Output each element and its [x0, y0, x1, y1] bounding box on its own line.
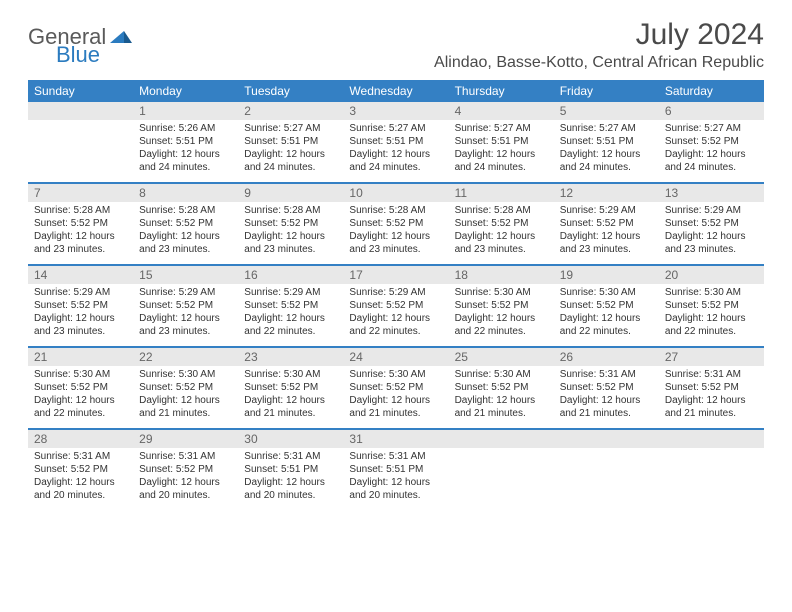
day-number-row: 78910111213	[28, 184, 764, 202]
day-detail-cell: Sunrise: 5:30 AMSunset: 5:52 PMDaylight:…	[133, 366, 238, 429]
day-detail-cell: Sunrise: 5:31 AMSunset: 5:51 PMDaylight:…	[343, 448, 448, 510]
day-number-row: 123456	[28, 102, 764, 120]
day-detail-cell: Sunrise: 5:29 AMSunset: 5:52 PMDaylight:…	[659, 202, 764, 265]
day-detail-cell: Sunrise: 5:30 AMSunset: 5:52 PMDaylight:…	[554, 284, 659, 347]
day-detail-row: Sunrise: 5:28 AMSunset: 5:52 PMDaylight:…	[28, 202, 764, 265]
day-detail-cell: Sunrise: 5:28 AMSunset: 5:52 PMDaylight:…	[133, 202, 238, 265]
day-detail-row: Sunrise: 5:29 AMSunset: 5:52 PMDaylight:…	[28, 284, 764, 347]
day-detail-cell: Sunrise: 5:30 AMSunset: 5:52 PMDaylight:…	[28, 366, 133, 429]
day-detail-row: Sunrise: 5:30 AMSunset: 5:52 PMDaylight:…	[28, 366, 764, 429]
day-number-cell: 21	[28, 348, 133, 366]
weekday-header-row: Sunday Monday Tuesday Wednesday Thursday…	[28, 80, 764, 102]
day-detail-cell: Sunrise: 5:29 AMSunset: 5:52 PMDaylight:…	[554, 202, 659, 265]
day-number-row: 14151617181920	[28, 266, 764, 284]
day-detail-cell: Sunrise: 5:30 AMSunset: 5:52 PMDaylight:…	[343, 366, 448, 429]
day-number-cell: 31	[343, 430, 448, 448]
weekday-header: Friday	[554, 80, 659, 102]
day-detail-cell: Sunrise: 5:28 AMSunset: 5:52 PMDaylight:…	[449, 202, 554, 265]
day-number-cell: 15	[133, 266, 238, 284]
day-number-cell: 18	[449, 266, 554, 284]
day-number-cell	[28, 102, 133, 120]
day-number-cell: 9	[238, 184, 343, 202]
day-detail-cell: Sunrise: 5:30 AMSunset: 5:52 PMDaylight:…	[238, 366, 343, 429]
day-detail-cell: Sunrise: 5:28 AMSunset: 5:52 PMDaylight:…	[343, 202, 448, 265]
day-detail-cell	[449, 448, 554, 510]
weekday-header: Tuesday	[238, 80, 343, 102]
day-number-cell: 10	[343, 184, 448, 202]
day-number-cell: 2	[238, 102, 343, 120]
day-detail-cell: Sunrise: 5:27 AMSunset: 5:51 PMDaylight:…	[343, 120, 448, 183]
day-detail-cell: Sunrise: 5:27 AMSunset: 5:52 PMDaylight:…	[659, 120, 764, 183]
day-number-cell: 13	[659, 184, 764, 202]
day-number-cell: 30	[238, 430, 343, 448]
day-number-cell: 6	[659, 102, 764, 120]
weekday-header: Saturday	[659, 80, 764, 102]
month-title: July 2024	[434, 18, 764, 52]
day-number-cell: 22	[133, 348, 238, 366]
day-detail-cell	[28, 120, 133, 183]
day-detail-row: Sunrise: 5:26 AMSunset: 5:51 PMDaylight:…	[28, 120, 764, 183]
day-number-cell: 17	[343, 266, 448, 284]
location: Alindao, Basse-Kotto, Central African Re…	[434, 54, 764, 72]
day-number-cell: 26	[554, 348, 659, 366]
day-detail-cell: Sunrise: 5:30 AMSunset: 5:52 PMDaylight:…	[449, 366, 554, 429]
day-detail-cell	[554, 448, 659, 510]
day-number-cell: 19	[554, 266, 659, 284]
day-number-cell: 24	[343, 348, 448, 366]
day-number-cell: 11	[449, 184, 554, 202]
day-number-cell: 20	[659, 266, 764, 284]
day-number-cell: 14	[28, 266, 133, 284]
weekday-header: Wednesday	[343, 80, 448, 102]
day-detail-cell: Sunrise: 5:27 AMSunset: 5:51 PMDaylight:…	[554, 120, 659, 183]
day-number-cell: 28	[28, 430, 133, 448]
day-number-cell: 29	[133, 430, 238, 448]
day-detail-row: Sunrise: 5:31 AMSunset: 5:52 PMDaylight:…	[28, 448, 764, 510]
day-number-cell: 23	[238, 348, 343, 366]
day-number-cell: 25	[449, 348, 554, 366]
day-detail-cell	[659, 448, 764, 510]
header: General July 2024 Alindao, Basse-Kotto, …	[28, 18, 764, 72]
day-detail-cell: Sunrise: 5:27 AMSunset: 5:51 PMDaylight:…	[449, 120, 554, 183]
day-detail-cell: Sunrise: 5:31 AMSunset: 5:52 PMDaylight:…	[28, 448, 133, 510]
day-number-row: 28293031	[28, 430, 764, 448]
logo-text-2: Blue	[56, 42, 100, 67]
day-detail-cell: Sunrise: 5:28 AMSunset: 5:52 PMDaylight:…	[28, 202, 133, 265]
weekday-header: Sunday	[28, 80, 133, 102]
day-number-cell: 16	[238, 266, 343, 284]
day-detail-cell: Sunrise: 5:31 AMSunset: 5:51 PMDaylight:…	[238, 448, 343, 510]
day-detail-cell: Sunrise: 5:29 AMSunset: 5:52 PMDaylight:…	[133, 284, 238, 347]
day-number-cell	[659, 430, 764, 448]
day-number-cell	[449, 430, 554, 448]
day-detail-cell: Sunrise: 5:27 AMSunset: 5:51 PMDaylight:…	[238, 120, 343, 183]
logo-line2: Blue	[28, 42, 100, 68]
day-number-cell: 7	[28, 184, 133, 202]
weekday-header: Thursday	[449, 80, 554, 102]
title-block: July 2024 Alindao, Basse-Kotto, Central …	[434, 18, 764, 72]
day-detail-cell: Sunrise: 5:26 AMSunset: 5:51 PMDaylight:…	[133, 120, 238, 183]
day-number-cell: 5	[554, 102, 659, 120]
day-number-cell	[554, 430, 659, 448]
day-detail-cell: Sunrise: 5:29 AMSunset: 5:52 PMDaylight:…	[238, 284, 343, 347]
day-detail-cell: Sunrise: 5:31 AMSunset: 5:52 PMDaylight:…	[554, 366, 659, 429]
day-detail-cell: Sunrise: 5:30 AMSunset: 5:52 PMDaylight:…	[659, 284, 764, 347]
day-detail-cell: Sunrise: 5:31 AMSunset: 5:52 PMDaylight:…	[659, 366, 764, 429]
day-detail-cell: Sunrise: 5:29 AMSunset: 5:52 PMDaylight:…	[343, 284, 448, 347]
day-detail-cell: Sunrise: 5:28 AMSunset: 5:52 PMDaylight:…	[238, 202, 343, 265]
day-number-cell: 1	[133, 102, 238, 120]
weekday-header: Monday	[133, 80, 238, 102]
day-number-cell: 3	[343, 102, 448, 120]
day-detail-cell: Sunrise: 5:30 AMSunset: 5:52 PMDaylight:…	[449, 284, 554, 347]
calendar-table: Sunday Monday Tuesday Wednesday Thursday…	[28, 80, 764, 510]
logo-triangle-icon	[110, 27, 132, 43]
day-number-cell: 12	[554, 184, 659, 202]
day-detail-cell: Sunrise: 5:31 AMSunset: 5:52 PMDaylight:…	[133, 448, 238, 510]
day-number-cell: 27	[659, 348, 764, 366]
day-number-cell: 8	[133, 184, 238, 202]
day-number-cell: 4	[449, 102, 554, 120]
day-detail-cell: Sunrise: 5:29 AMSunset: 5:52 PMDaylight:…	[28, 284, 133, 347]
day-number-row: 21222324252627	[28, 348, 764, 366]
